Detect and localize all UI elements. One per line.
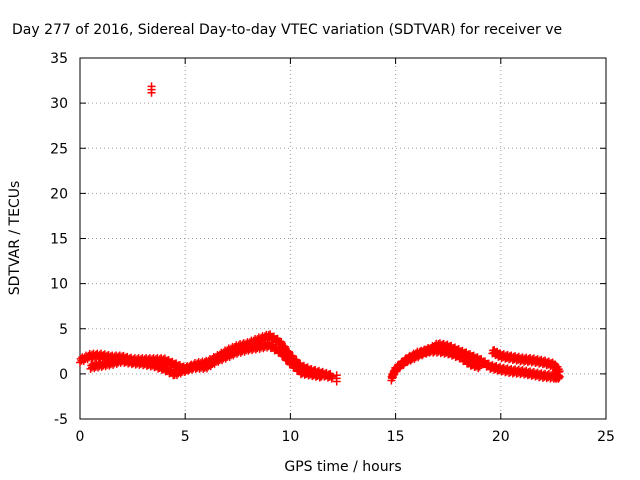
data-point <box>475 362 484 371</box>
x-tick-label: 0 <box>76 429 85 445</box>
data-point <box>147 88 156 97</box>
x-axis-title: GPS time / hours <box>284 459 401 475</box>
x-tick-label: 20 <box>492 429 510 445</box>
data-point <box>332 377 341 386</box>
y-tick-label: 20 <box>50 186 68 202</box>
x-tick-label: 5 <box>181 429 190 445</box>
axis-ticks: 0 5 10 15 20 25 -5 0 5 10 15 20 25 30 35 <box>50 51 615 445</box>
x-tick-label: 10 <box>281 429 299 445</box>
y-tick-label: 30 <box>50 96 68 112</box>
data-point <box>317 371 326 380</box>
data-points <box>76 82 564 386</box>
x-tick-label: 15 <box>387 429 405 445</box>
data-point <box>475 361 484 370</box>
data-point <box>555 367 564 376</box>
y-tick-label: 0 <box>59 367 68 383</box>
y-tick-label: -5 <box>54 412 68 428</box>
y-tick-label: 10 <box>50 277 68 293</box>
y-axis-title: SDTVAR / TECUs <box>7 181 23 296</box>
x-tick-label: 25 <box>597 429 615 445</box>
data-point <box>328 372 337 381</box>
y-tick-label: 5 <box>59 322 68 338</box>
chart-title: Day 277 of 2016, Sidereal Day-to-day VTE… <box>12 22 562 38</box>
y-tick-label: 35 <box>50 51 68 67</box>
y-tick-label: 15 <box>50 232 68 248</box>
y-tick-label: 25 <box>50 141 68 157</box>
data-point <box>317 372 326 381</box>
